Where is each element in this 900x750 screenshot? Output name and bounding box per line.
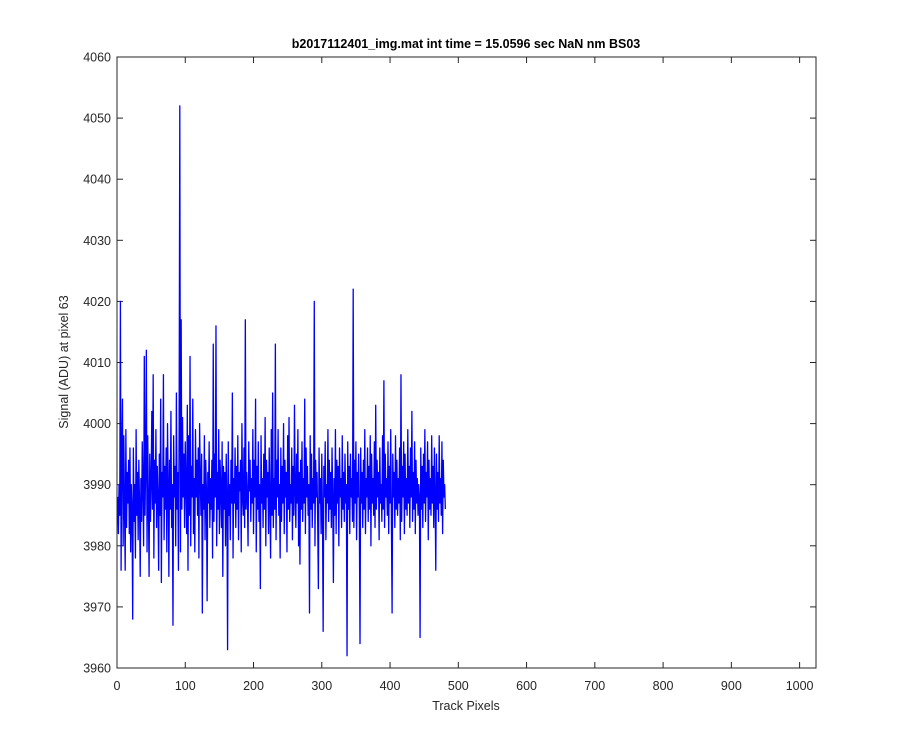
x-tick-label: 200 [243,679,264,693]
x-tick-label: 0 [114,679,121,693]
y-tick-label: 4050 [83,112,111,126]
plot-area [117,57,816,668]
x-tick-label: 800 [653,679,674,693]
y-tick-label: 3960 [83,662,111,676]
y-tick-label: 4040 [83,173,111,187]
y-tick-label: 4020 [83,295,111,309]
x-tick-label: 1000 [786,679,814,693]
y-tick-label: 4000 [83,417,111,431]
x-tick-label: 900 [721,679,742,693]
chart-title: b2017112401_img.mat int time = 15.0596 s… [292,37,641,51]
x-tick-label: 300 [311,679,332,693]
axes-box [116,56,817,669]
x-tick-label: 400 [380,679,401,693]
x-axis-label: Track Pixels [432,699,500,713]
y-tick-label: 4060 [83,51,111,65]
y-axis-label: Signal (ADU) at pixel 63 [57,295,71,428]
y-tick-label: 4030 [83,234,111,248]
y-tick-label: 3970 [83,600,111,614]
x-axis: 0 100 200 300 400 500 600 700 800 900 1000 [114,57,814,693]
y-axis: 3960 3970 3980 3990 4000 4010 4020 4030 4040 4050… [83,51,816,676]
series-layer [117,105,446,657]
y-tick-label: 3990 [83,478,111,492]
x-tick-label: 100 [175,679,196,693]
x-tick-label: 500 [448,679,469,693]
y-tick-label: 4010 [83,356,111,370]
series-line [117,105,446,657]
y-tick-label: 3980 [83,539,111,553]
x-tick-label: 600 [516,679,537,693]
x-tick-label: 700 [584,679,605,693]
